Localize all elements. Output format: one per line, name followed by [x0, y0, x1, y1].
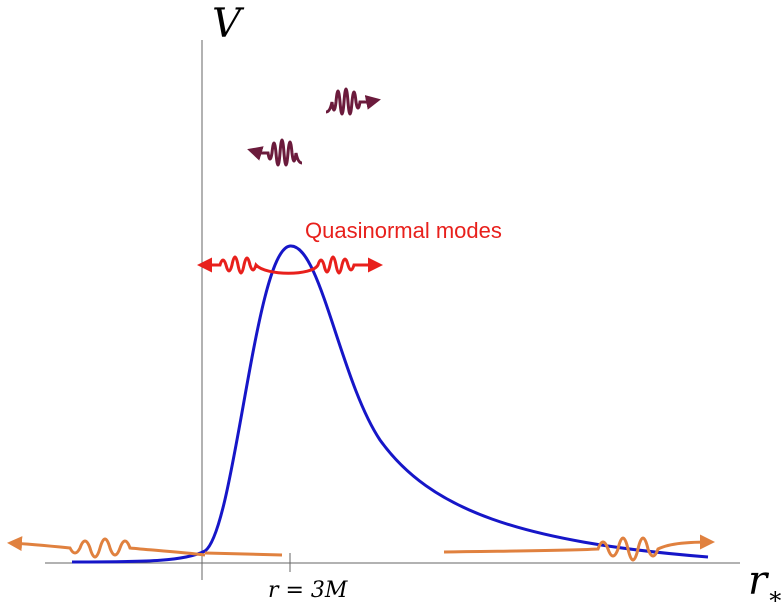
wave-packet [247, 138, 303, 167]
outgoing-wave-left [7, 536, 206, 559]
potential-curve [71, 244, 709, 564]
tick-label: r = 3M [268, 578, 348, 603]
y-axis-label: V [212, 1, 245, 47]
outgoing-wave-right [443, 534, 715, 562]
qnm-wave [197, 255, 383, 275]
x-axis-symbol: r [748, 558, 770, 604]
wave-packet [325, 87, 381, 116]
wave-trail-left [204, 551, 283, 557]
annotation: Quasinormal modes [305, 218, 502, 243]
x-axis-subscript: ∗ [767, 582, 781, 607]
x-axis-label: r∗ [748, 558, 781, 607]
